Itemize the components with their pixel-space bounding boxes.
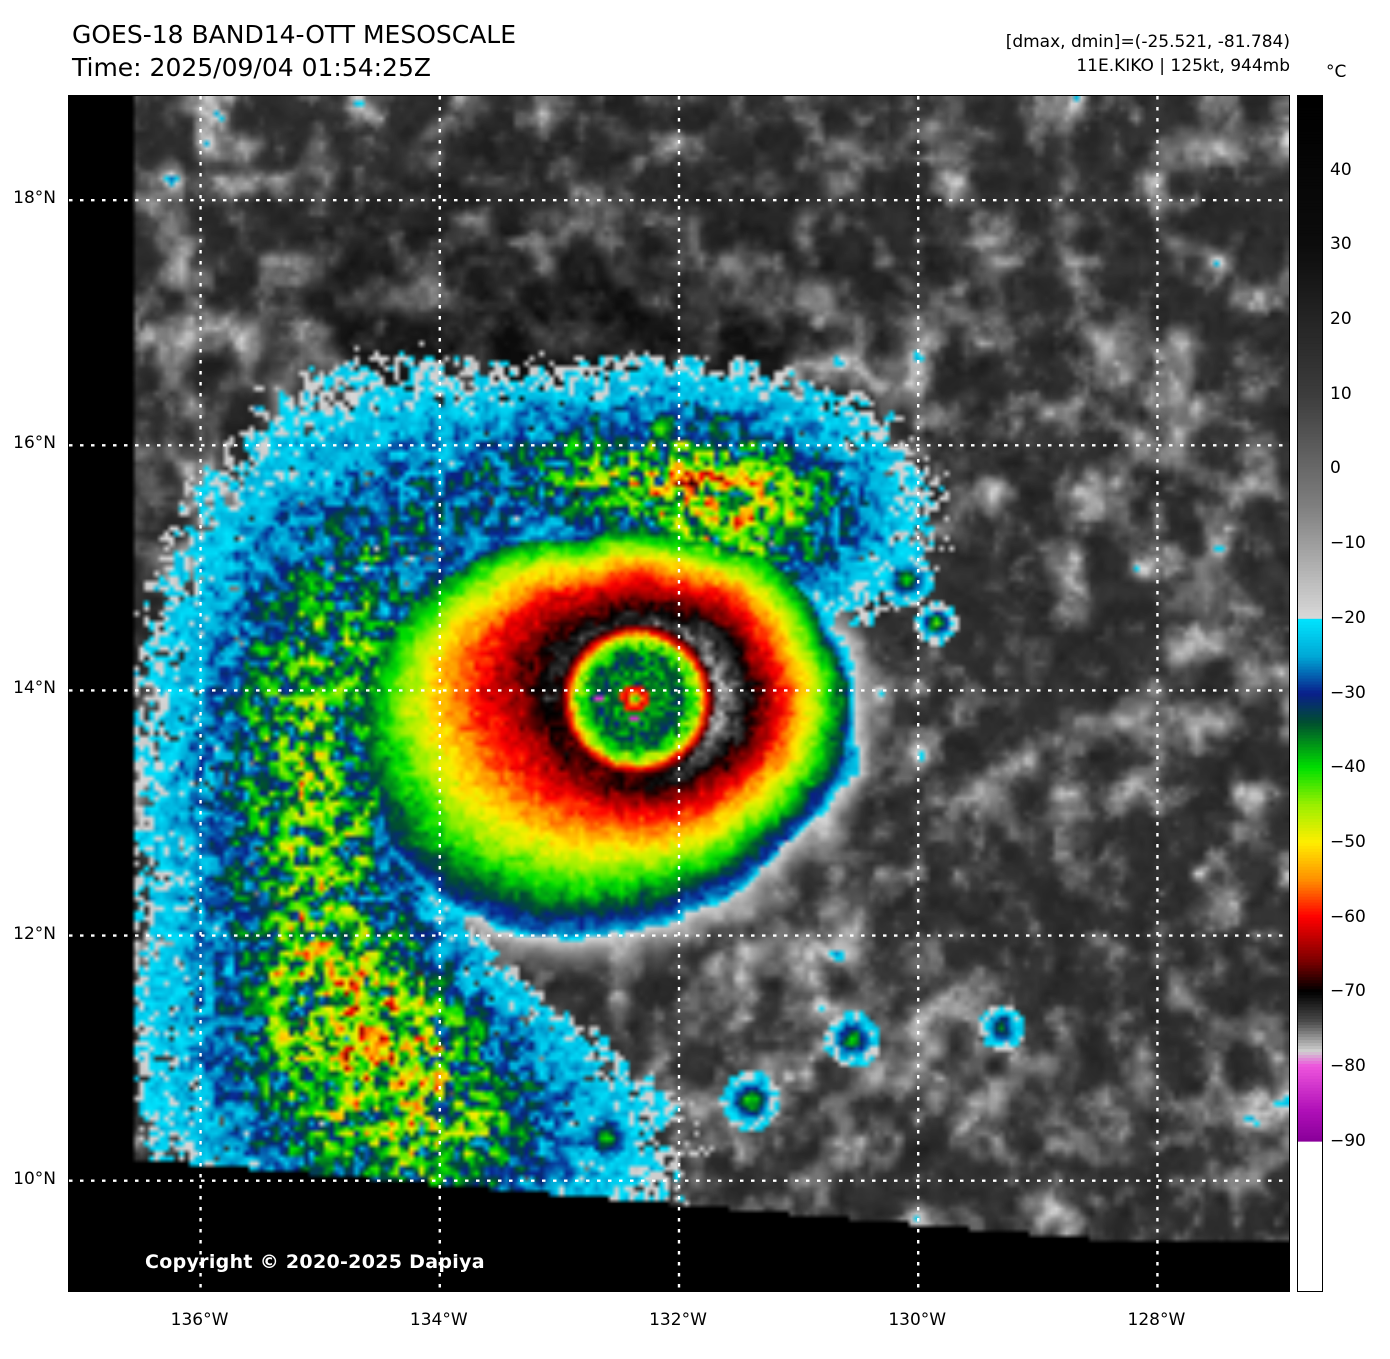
copyright-label: Copyright © 2020-2025 Dapiya: [145, 1251, 485, 1273]
colorbar-tick-20: 20: [1330, 309, 1352, 330]
colorbar-tick--10: −10: [1330, 533, 1366, 554]
colorbar-tick--80: −80: [1330, 1055, 1366, 1076]
lon-tick-136: 136°W: [170, 1310, 229, 1330]
colorbar-gradient: [1298, 96, 1322, 1291]
colorbar-tick-10: 10: [1330, 383, 1352, 404]
colorbar-tick-0: 0: [1330, 458, 1341, 479]
colorbar-tick--20: −20: [1330, 607, 1366, 628]
dmax-dmin-label: [dmax, dmin]=(-25.521, -81.784): [1005, 32, 1290, 52]
colorbar-tick--30: −30: [1330, 682, 1366, 703]
timestamp-label: Time: 2025/09/04 01:54:25Z: [72, 53, 431, 82]
graticule: [69, 96, 1289, 1291]
colorbar-tick-30: 30: [1330, 234, 1352, 255]
metadata-block: [dmax, dmin]=(-25.521, -81.784) 11E.KIKO…: [1006, 30, 1290, 78]
lat-tick-18: 18°N: [13, 188, 56, 209]
colorbar-tick--90: −90: [1330, 1130, 1366, 1151]
lat-tick-10: 10°N: [13, 1168, 56, 1189]
colorbar-tick--50: −50: [1330, 831, 1366, 852]
lon-tick-134: 134°W: [409, 1310, 468, 1330]
lat-tick-14: 14°N: [13, 678, 56, 699]
colorbar-unit-label: °C: [1326, 62, 1347, 82]
lat-tick-12: 12°N: [13, 923, 56, 944]
lon-tick-132: 132°W: [649, 1310, 707, 1330]
lon-tick-128: 128°W: [1127, 1310, 1186, 1330]
lon-tick-130: 130°W: [888, 1310, 947, 1330]
colorbar-tick-40: 40: [1330, 159, 1352, 180]
colorbar-tick--60: −60: [1330, 906, 1366, 927]
colorbar-tick--70: −70: [1330, 981, 1366, 1002]
lat-tick-16: 16°N: [13, 433, 56, 454]
satellite-image-plot: Copyright © 2020-2025 Dapiya: [68, 95, 1290, 1292]
satellite-imagery-canvas: [69, 96, 1289, 1291]
title-block: GOES-18 BAND14-OTT MESOSCALE Time: 2025/…: [72, 18, 516, 84]
colorbar-tick--40: −40: [1330, 757, 1366, 778]
page-title: GOES-18 BAND14-OTT MESOSCALE: [72, 20, 517, 49]
storm-info-label: 11E.KIKO | 125kt, 944mb: [1076, 56, 1290, 76]
temperature-colorbar: [1297, 95, 1323, 1292]
